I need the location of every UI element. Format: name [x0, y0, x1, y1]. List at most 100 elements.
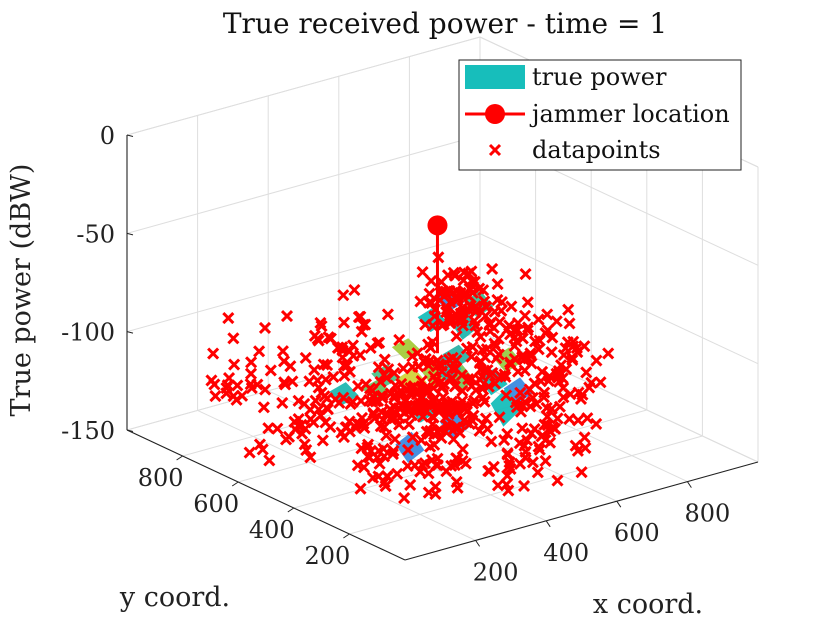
datapoint: [576, 388, 589, 401]
legend: true power jammer location datapoints: [458, 59, 742, 171]
datapoint: [519, 267, 532, 281]
datapoint: [563, 317, 576, 330]
datapoint: [395, 377, 408, 390]
datapoint: [253, 345, 266, 358]
datapoint: [256, 443, 269, 456]
datapoint: [221, 379, 234, 392]
datapoint: [523, 383, 536, 396]
datapoint: [498, 368, 511, 381]
datapoint: [378, 450, 391, 463]
datapoint: [562, 303, 575, 316]
datapoint: [352, 311, 365, 324]
datapoint: [406, 431, 419, 444]
datapoint: [451, 481, 464, 494]
datapoint: [462, 372, 475, 386]
datapoint: [501, 323, 514, 336]
y-axis-label: y coord.: [119, 582, 230, 613]
datapoint: [553, 375, 566, 388]
z-tick: [126, 429, 134, 432]
datapoint: [425, 274, 438, 287]
datapoint: [575, 466, 588, 479]
datapoint: [324, 421, 337, 434]
datapoint: [491, 479, 505, 492]
datapoint: [493, 411, 506, 424]
datapoint: [393, 333, 406, 347]
datapoint: [423, 287, 436, 300]
datapoint: [401, 443, 415, 456]
datapoint: [336, 341, 349, 354]
datapoint: [357, 461, 371, 474]
datapoint: [602, 347, 615, 360]
datapoint: [222, 312, 235, 325]
datapoint: [503, 456, 516, 469]
datapoint: [550, 367, 563, 380]
datapoint: [450, 330, 463, 343]
datapoint: [382, 363, 395, 376]
datapoint: [551, 474, 564, 487]
datapoint: [424, 397, 437, 410]
datapoint: [479, 309, 492, 323]
datapoint: [521, 324, 534, 337]
datapoint: [456, 384, 469, 397]
datapoint: [431, 354, 444, 367]
jammer-marker: [427, 215, 448, 236]
datapoint: [415, 434, 428, 447]
datapoint: [431, 452, 444, 465]
datapoint: [492, 348, 505, 361]
datapoint: [304, 451, 317, 464]
datapoint: [336, 344, 349, 357]
datapoint: [394, 389, 407, 403]
datapoint: [209, 389, 222, 403]
z-tick-label: -50: [76, 220, 115, 248]
datapoint: [228, 358, 241, 371]
x-tick: [686, 481, 692, 488]
datapoint: [580, 366, 593, 379]
datapoint: [321, 392, 334, 405]
datapoint: [364, 445, 377, 458]
datapoint: [381, 470, 394, 483]
datapoint: [516, 351, 529, 364]
datapoint: [277, 355, 291, 368]
datapoint: [227, 332, 240, 345]
datapoint: [539, 327, 552, 340]
x-tick: [475, 540, 481, 547]
datapoint: [276, 396, 289, 409]
grid-wall-z-right: [479, 233, 759, 365]
datapoint: [398, 406, 411, 419]
datapoint: [521, 434, 534, 447]
datapoint: [514, 386, 527, 399]
datapoint: [298, 438, 311, 451]
datapoint: [578, 431, 591, 444]
datapoint: [348, 283, 361, 297]
x-tick-label: 600: [614, 519, 660, 547]
datapoint: [230, 393, 243, 406]
datapoint: [314, 409, 327, 422]
datapoint: [444, 296, 457, 309]
datapoint: [409, 399, 422, 412]
datapoint: [526, 391, 539, 404]
datapoint: [476, 370, 489, 383]
datapoint: [456, 306, 470, 319]
datapoint: [460, 416, 473, 429]
datapoint: [364, 341, 377, 354]
x-tick-label: 400: [543, 539, 589, 567]
datapoint: [532, 313, 545, 326]
datapoint: [245, 356, 258, 369]
datapoint: [545, 402, 558, 415]
datapoint: [387, 444, 400, 457]
datapoint: [292, 394, 305, 407]
datapoint: [362, 438, 375, 451]
grid-wall-z-back: [126, 233, 481, 333]
datapoint: [397, 362, 410, 375]
datapoint: [469, 305, 482, 318]
datapoint: [483, 325, 497, 338]
datapoint: [538, 418, 551, 431]
datapoint: [488, 305, 501, 318]
datapoint: [419, 318, 432, 331]
datapoint: [337, 430, 351, 444]
datapoint: [341, 359, 354, 372]
datapoint: [491, 293, 504, 306]
datapoint: [476, 343, 489, 356]
x-tick: [616, 500, 622, 508]
